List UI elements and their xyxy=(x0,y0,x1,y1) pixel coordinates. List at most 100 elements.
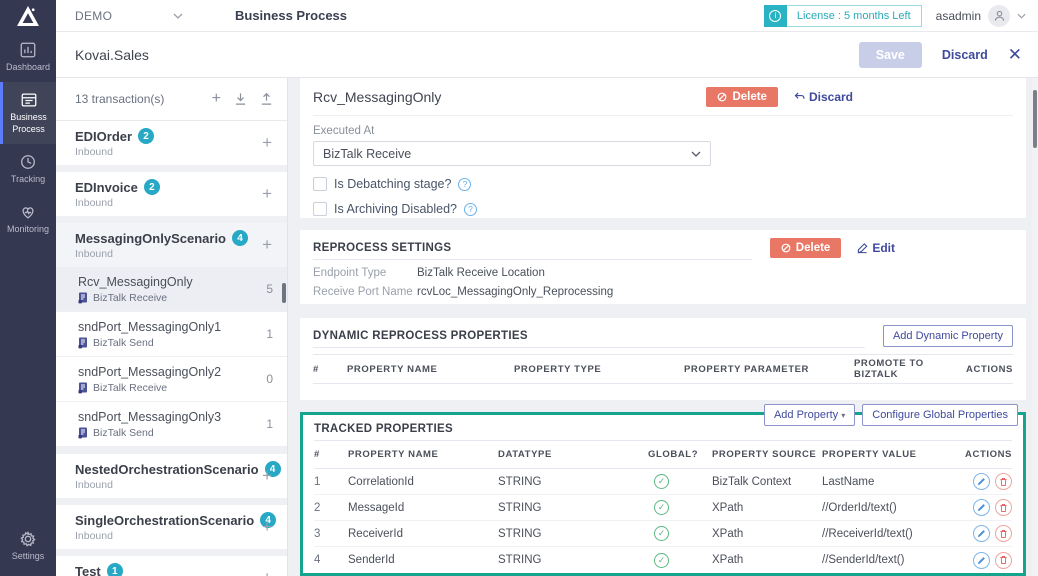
configure-global-properties-button[interactable]: Configure Global Properties xyxy=(862,404,1018,426)
help-icon[interactable]: ? xyxy=(458,177,472,191)
edit-property-button[interactable] xyxy=(973,473,990,490)
delete-stage-button[interactable]: Delete xyxy=(706,86,778,107)
add-stage-icon[interactable]: + xyxy=(262,133,272,152)
add-stage-icon[interactable]: + xyxy=(262,517,272,536)
col-property-parameter: PROPERTY PARAMETER xyxy=(684,363,809,375)
delete-property-button[interactable] xyxy=(995,551,1012,569)
tracked-properties-card: Add Property ▾ Configure Global Properti… xyxy=(300,404,1026,576)
global-check-icon: ✓ xyxy=(654,552,669,568)
pencil-icon xyxy=(977,478,985,486)
workspace-dropdown[interactable]: DEMO xyxy=(75,9,183,23)
sidebar-item-tracking[interactable]: Tracking xyxy=(0,144,56,194)
tracked-table-header: # PROPERTY NAME DATATYPE GLOBAL? PROPERT… xyxy=(314,441,1012,469)
business-process-icon xyxy=(21,93,36,107)
delete-property-button[interactable] xyxy=(995,473,1012,490)
stage-type: BizTalk Receive xyxy=(93,291,168,304)
sidebar-item-dashboard[interactable]: Dashboard xyxy=(0,32,56,82)
col-index: # xyxy=(314,449,320,460)
add-stage-icon[interactable]: + xyxy=(262,184,272,203)
property-source: XPath xyxy=(712,527,744,540)
property-value: //ReceiverId/text() xyxy=(822,527,913,540)
main-scrollbar-track[interactable] xyxy=(1032,78,1038,576)
stage-item-sndport2[interactable]: sndPort_MessagingOnly2 BizTalk Receive 0 xyxy=(56,357,287,402)
export-icon[interactable] xyxy=(260,92,273,106)
edit-property-button[interactable] xyxy=(973,551,990,569)
row-index: 3 xyxy=(314,527,321,540)
close-icon[interactable]: ✕ xyxy=(1007,45,1022,64)
caret-down-icon: ▾ xyxy=(841,411,846,420)
biztalk-doc-icon xyxy=(78,292,87,303)
stage-item-sndport1[interactable]: sndPort_MessagingOnly1 BizTalk Send 1 xyxy=(56,312,287,357)
add-stage-icon[interactable]: + xyxy=(259,568,275,576)
property-source: XPath xyxy=(712,554,744,566)
sidebar-item-business-process[interactable]: Business Process xyxy=(0,82,56,144)
global-check-icon: ✓ xyxy=(654,500,669,515)
group-direction: Inbound xyxy=(75,197,113,209)
delete-label: Delete xyxy=(795,242,831,254)
col-index: # xyxy=(313,363,319,375)
table-row: 3 ReceiverId STRING ✓ XPath //ReceiverId… xyxy=(314,521,1012,547)
delete-reprocess-button[interactable]: Delete xyxy=(769,238,842,258)
executed-at-select[interactable]: BizTalk Receive xyxy=(313,141,711,166)
property-name: CorrelationId xyxy=(348,475,414,488)
discard-button[interactable]: Discard xyxy=(941,47,988,62)
row-index: 1 xyxy=(314,475,321,488)
group-name: Test xyxy=(75,563,101,576)
dynamic-props-title: DYNAMIC REPROCESS PROPERTIES xyxy=(313,329,528,342)
stage-name: sndPort_MessagingOnly3 xyxy=(78,409,222,424)
block-icon xyxy=(718,92,727,101)
add-stage-icon[interactable]: + xyxy=(262,235,272,254)
app-logo[interactable] xyxy=(0,0,56,32)
chevron-down-icon xyxy=(173,13,183,19)
global-check-icon: ✓ xyxy=(654,474,669,489)
delete-property-button[interactable] xyxy=(995,525,1012,542)
add-property-label: Add Property xyxy=(773,409,839,421)
license-badge[interactable]: i License : 5 months Left xyxy=(763,4,922,27)
biztalk-doc-icon xyxy=(78,337,87,348)
property-value: LastName xyxy=(822,475,875,488)
user-menu[interactable]: asadmin xyxy=(936,4,1026,27)
main-scrollbar-thumb[interactable] xyxy=(1033,90,1037,148)
transaction-group-messagingonly[interactable]: MessagingOnlyScenario 4 Inbound + xyxy=(56,223,287,267)
license-text: License : 5 months Left xyxy=(786,4,922,27)
stage-title: Rcv_MessagingOnly xyxy=(313,88,442,105)
group-name: MessagingOnlyScenario xyxy=(75,230,226,246)
count-badge: 2 xyxy=(138,128,155,144)
save-button[interactable]: Save xyxy=(858,41,922,68)
stage-detail-panel: Rcv_MessagingOnly Delete Discard Execute… xyxy=(288,78,1038,576)
transaction-group-ediorder[interactable]: EDIOrder 2 Inbound + xyxy=(56,121,287,165)
transaction-group-singleorch[interactable]: SingleOrchestrationScenario 4 Inbound + xyxy=(56,505,287,549)
archiving-checkbox[interactable] xyxy=(313,202,327,216)
import-icon[interactable] xyxy=(234,92,247,106)
delete-property-button[interactable] xyxy=(995,499,1012,516)
transaction-group-test[interactable]: Test 1 Inbound + xyxy=(56,556,287,576)
add-property-button[interactable]: Add Property ▾ xyxy=(763,404,856,426)
add-transaction-icon[interactable]: + xyxy=(211,90,221,107)
group-name: EDInvoice xyxy=(75,179,138,195)
edit-reprocess-button[interactable]: Edit xyxy=(857,241,895,255)
add-stage-icon[interactable]: + xyxy=(262,466,272,485)
col-global: GLOBAL? xyxy=(648,449,699,460)
chevron-down-icon xyxy=(1017,13,1026,19)
stage-type: BizTalk Receive xyxy=(93,381,168,394)
global-check-icon: ✓ xyxy=(654,526,669,541)
add-dynamic-property-button[interactable]: Add Dynamic Property xyxy=(882,325,1013,347)
discard-stage-button[interactable]: Discard xyxy=(794,90,853,104)
edit-property-button[interactable] xyxy=(973,525,990,542)
panel-scrollbar-thumb[interactable] xyxy=(282,283,286,303)
transaction-group-edinvoice[interactable]: EDInvoice 2 Inbound + xyxy=(56,172,287,216)
group-name: EDIOrder xyxy=(75,128,133,144)
transaction-group-nestedorch[interactable]: NestedOrchestrationScenario 4 Inbound + xyxy=(56,454,287,498)
edit-property-button[interactable] xyxy=(973,499,990,516)
sidebar-item-settings[interactable]: Settings xyxy=(0,521,56,576)
debatching-checkbox[interactable] xyxy=(313,177,327,191)
stage-item-sndport3[interactable]: sndPort_MessagingOnly3 BizTalk Send 1 xyxy=(56,402,287,447)
transaction-tools: + xyxy=(212,90,273,108)
sidebar-item-monitoring[interactable]: Monitoring xyxy=(0,194,56,244)
sidebar-item-label: Business Process xyxy=(10,112,47,134)
help-icon[interactable]: ? xyxy=(463,202,477,216)
stage-item-rcv-messagingonly[interactable]: Rcv_MessagingOnly BizTalk Receive 5 xyxy=(56,267,287,312)
top-header-bar: DEMO Business Process i License : 5 mont… xyxy=(56,0,1038,32)
debatching-label: Is Debatching stage? xyxy=(334,177,452,191)
stage-count: 5 xyxy=(266,282,273,296)
